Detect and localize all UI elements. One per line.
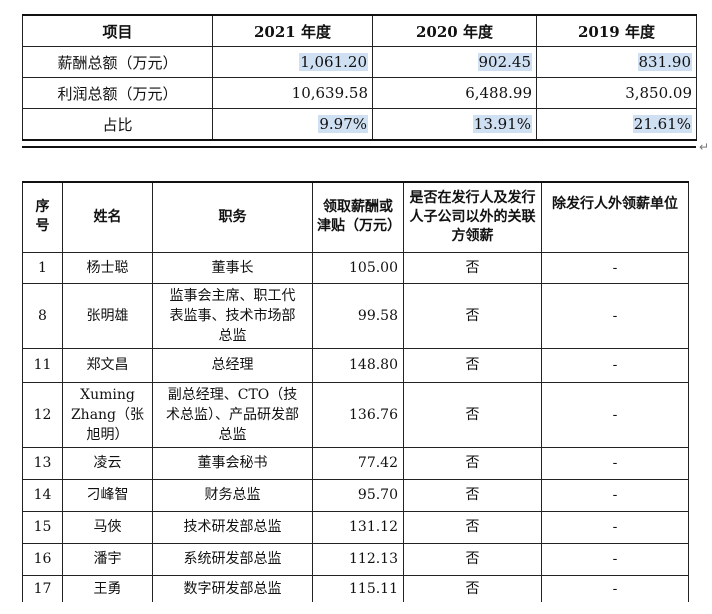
cell-name: 马俠: [62, 510, 153, 544]
cell-pay: 115.11: [312, 574, 404, 602]
row-label: 薪酬总额（万元）: [22, 46, 213, 78]
summary-header-2019: 2019 年度: [536, 14, 697, 47]
cell-pay: 131.12: [312, 510, 404, 544]
cell-name: 杨士聪: [62, 251, 153, 284]
table-row: 11 郑文昌 总经理 148.80 否 -: [22, 347, 689, 383]
row-label: 利润总额（万元）: [22, 77, 213, 109]
cell-pay: 95.70: [312, 478, 404, 512]
cell-pay: 148.80: [312, 347, 404, 383]
cell-pay: 112.13: [312, 542, 404, 576]
personnel-compensation-table: 序号 姓名 职务 领取薪酬或津贴（万元） 是否在发行人及发行人子公司以外的关联方…: [22, 181, 689, 602]
header-seq: 序号: [22, 181, 63, 253]
summary-header-2021: 2021 年度: [212, 14, 373, 47]
cell-name: 潘宇: [62, 542, 153, 576]
value-2019: 831.90: [637, 53, 692, 71]
cell-seq: 15: [22, 510, 63, 544]
cell-pay: 99.58: [312, 282, 404, 349]
cell-outside: -: [541, 446, 689, 480]
cell-affiliate: 否: [403, 446, 542, 480]
summary-row-total-pay: 薪酬总额（万元） 1,061.20 902.45 831.90: [22, 46, 697, 78]
cell-seq: 11: [22, 347, 63, 383]
table-row: 13 凌云 董事会秘书 77.42 否 -: [22, 446, 689, 480]
summary-header-2020: 2020 年度: [372, 14, 537, 47]
cell-role: 技术研发部总监: [152, 510, 313, 544]
value-2021: 9.97%: [318, 115, 368, 133]
summary-header-item: 项目: [22, 14, 213, 47]
cell-outside: -: [541, 347, 689, 383]
table-row: 1 杨士聪 董事长 105.00 否 -: [22, 251, 689, 284]
cell-seq: 8: [22, 282, 63, 349]
cell-role: 财务总监: [152, 478, 313, 512]
cell-name: 凌云: [62, 446, 153, 480]
cell-outside: -: [541, 282, 689, 349]
cell-outside: -: [541, 478, 689, 512]
table-row: 17 王勇 数字研发部总监 115.11 否 -: [22, 574, 689, 602]
cell-role: 总经理: [152, 347, 313, 383]
table-row: 8 张明雄 监事会主席、职工代表监事、技术市场部总监 99.58 否 -: [22, 282, 689, 349]
table-row: 14 刁峰智 财务总监 95.70 否 -: [22, 478, 689, 512]
header-outside-unit: 除发行人外领薪单位: [541, 181, 689, 253]
cell-seq: 14: [22, 478, 63, 512]
double-rule: [22, 146, 696, 148]
cell-seq: 1: [22, 251, 63, 284]
cell-name: 张明雄: [62, 282, 153, 349]
cell-seq: 12: [22, 381, 63, 448]
cell-pay: 136.76: [312, 381, 404, 448]
cell-affiliate: 否: [403, 282, 542, 349]
value-2020: 902.45: [477, 53, 532, 71]
cell-name: 王勇: [62, 574, 153, 602]
cell-seq: 13: [22, 446, 63, 480]
cell-role: 系统研发部总监: [152, 542, 313, 576]
cell-affiliate: 否: [403, 478, 542, 512]
summary-row-total-profit: 利润总额（万元） 10,639.58 6,488.99 3,850.09: [22, 77, 697, 109]
cell-role: 董事会秘书: [152, 446, 313, 480]
cell-affiliate: 否: [403, 574, 542, 602]
header-name: 姓名: [62, 181, 153, 253]
cell-outside: -: [541, 542, 689, 576]
summary-row-ratio: 占比 9.97% 13.91% 21.61%: [22, 108, 697, 141]
cell-role: 监事会主席、职工代表监事、技术市场部总监: [152, 282, 313, 349]
value-2021: 1,061.20: [299, 53, 368, 71]
row-label: 占比: [22, 108, 213, 141]
summary-header-row: 项目 2021 年度 2020 年度 2019 年度: [22, 14, 697, 47]
cell-outside: -: [541, 381, 689, 448]
value-2021: 10,639.58: [212, 77, 373, 109]
cell-name: 刁峰智: [62, 478, 153, 512]
cell-affiliate: 否: [403, 542, 542, 576]
header-affiliate-pay: 是否在发行人及发行人子公司以外的关联方领薪: [403, 181, 542, 253]
paragraph-return-icon: ↵: [699, 140, 710, 154]
value-2020: 6,488.99: [372, 77, 537, 109]
table-row: 12 Xuming Zhang（张旭明） 副总经理、CTO（技术总监）、产品研发…: [22, 381, 689, 448]
personnel-header-row: 序号 姓名 职务 领取薪酬或津贴（万元） 是否在发行人及发行人子公司以外的关联方…: [22, 181, 689, 253]
cell-role: 副总经理、CTO（技术总监）、产品研发部总监: [152, 381, 313, 448]
cell-outside: -: [541, 510, 689, 544]
cell-name: Xuming Zhang（张旭明）: [62, 381, 153, 448]
cell-name: 郑文昌: [62, 347, 153, 383]
cell-outside: -: [541, 574, 689, 602]
cell-affiliate: 否: [403, 347, 542, 383]
table-row: 16 潘宇 系统研发部总监 112.13 否 -: [22, 542, 689, 576]
cell-seq: 16: [22, 542, 63, 576]
cell-seq: 17: [22, 574, 63, 602]
cell-affiliate: 否: [403, 251, 542, 284]
cell-affiliate: 否: [403, 510, 542, 544]
cell-role: 数字研发部总监: [152, 574, 313, 602]
cell-outside: -: [541, 251, 689, 284]
header-role: 职务: [152, 181, 313, 253]
value-2019: 21.61%: [632, 115, 692, 133]
value-2019: 3,850.09: [536, 77, 697, 109]
cell-role: 董事长: [152, 251, 313, 284]
cell-pay: 105.00: [312, 251, 404, 284]
cell-affiliate: 否: [403, 381, 542, 448]
header-pay: 领取薪酬或津贴（万元）: [312, 181, 404, 253]
compensation-summary-table: 项目 2021 年度 2020 年度 2019 年度 薪酬总额（万元） 1,06…: [22, 14, 697, 141]
cell-pay: 77.42: [312, 446, 404, 480]
table-row: 15 马俠 技术研发部总监 131.12 否 -: [22, 510, 689, 544]
value-2020: 13.91%: [472, 115, 532, 133]
